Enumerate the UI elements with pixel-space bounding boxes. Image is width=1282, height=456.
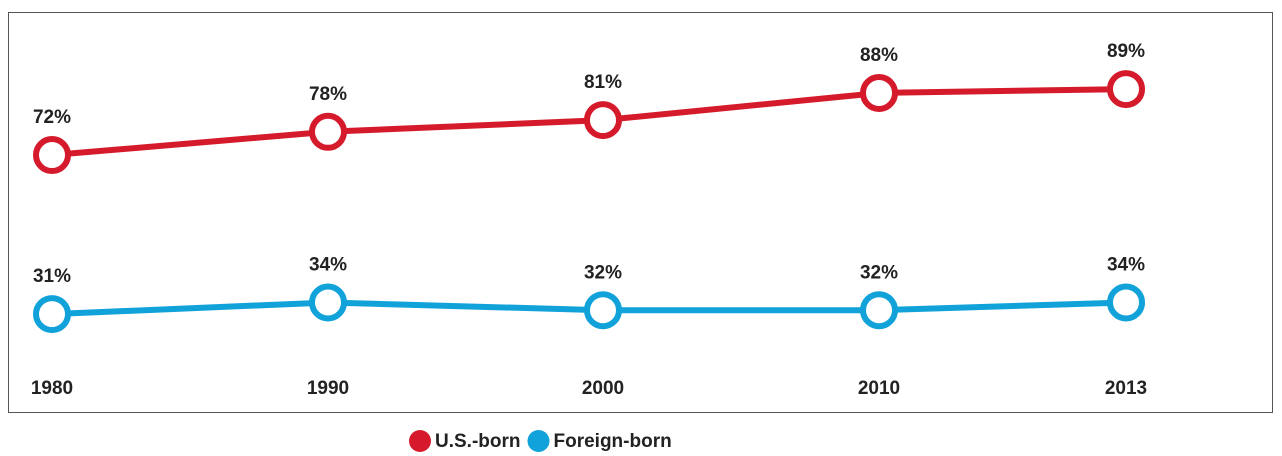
x-tick-label: 1990 xyxy=(307,378,349,399)
data-label: 34% xyxy=(1107,254,1145,275)
chart-frame xyxy=(8,12,1273,413)
data-label: 78% xyxy=(309,84,347,105)
point-marker xyxy=(33,295,71,334)
point-marker xyxy=(1107,70,1145,109)
data-label: 31% xyxy=(33,266,71,287)
x-tick-label: 2000 xyxy=(582,378,624,399)
legend-swatch xyxy=(527,430,550,452)
data-label: 81% xyxy=(584,72,622,93)
legend-label: U.S.-born xyxy=(435,431,521,452)
x-tick-label: 1980 xyxy=(31,378,73,399)
legend-label: Foreign-born xyxy=(554,431,672,452)
point-marker xyxy=(1107,283,1145,322)
data-label: 32% xyxy=(584,262,622,283)
x-tick-label: 2010 xyxy=(858,378,900,399)
data-label: 89% xyxy=(1107,41,1145,62)
point-marker xyxy=(860,73,898,112)
data-label: 72% xyxy=(33,107,71,128)
point-marker xyxy=(860,291,898,330)
point-marker xyxy=(584,291,622,330)
x-tick-label: 2013 xyxy=(1105,378,1147,399)
legend-swatch xyxy=(409,430,431,452)
point-marker xyxy=(584,101,622,140)
point-marker xyxy=(33,136,71,175)
data-label: 88% xyxy=(860,45,898,66)
point-marker xyxy=(309,112,347,151)
data-label: 32% xyxy=(860,262,898,283)
data-label: 34% xyxy=(309,254,347,275)
point-marker xyxy=(309,283,347,322)
